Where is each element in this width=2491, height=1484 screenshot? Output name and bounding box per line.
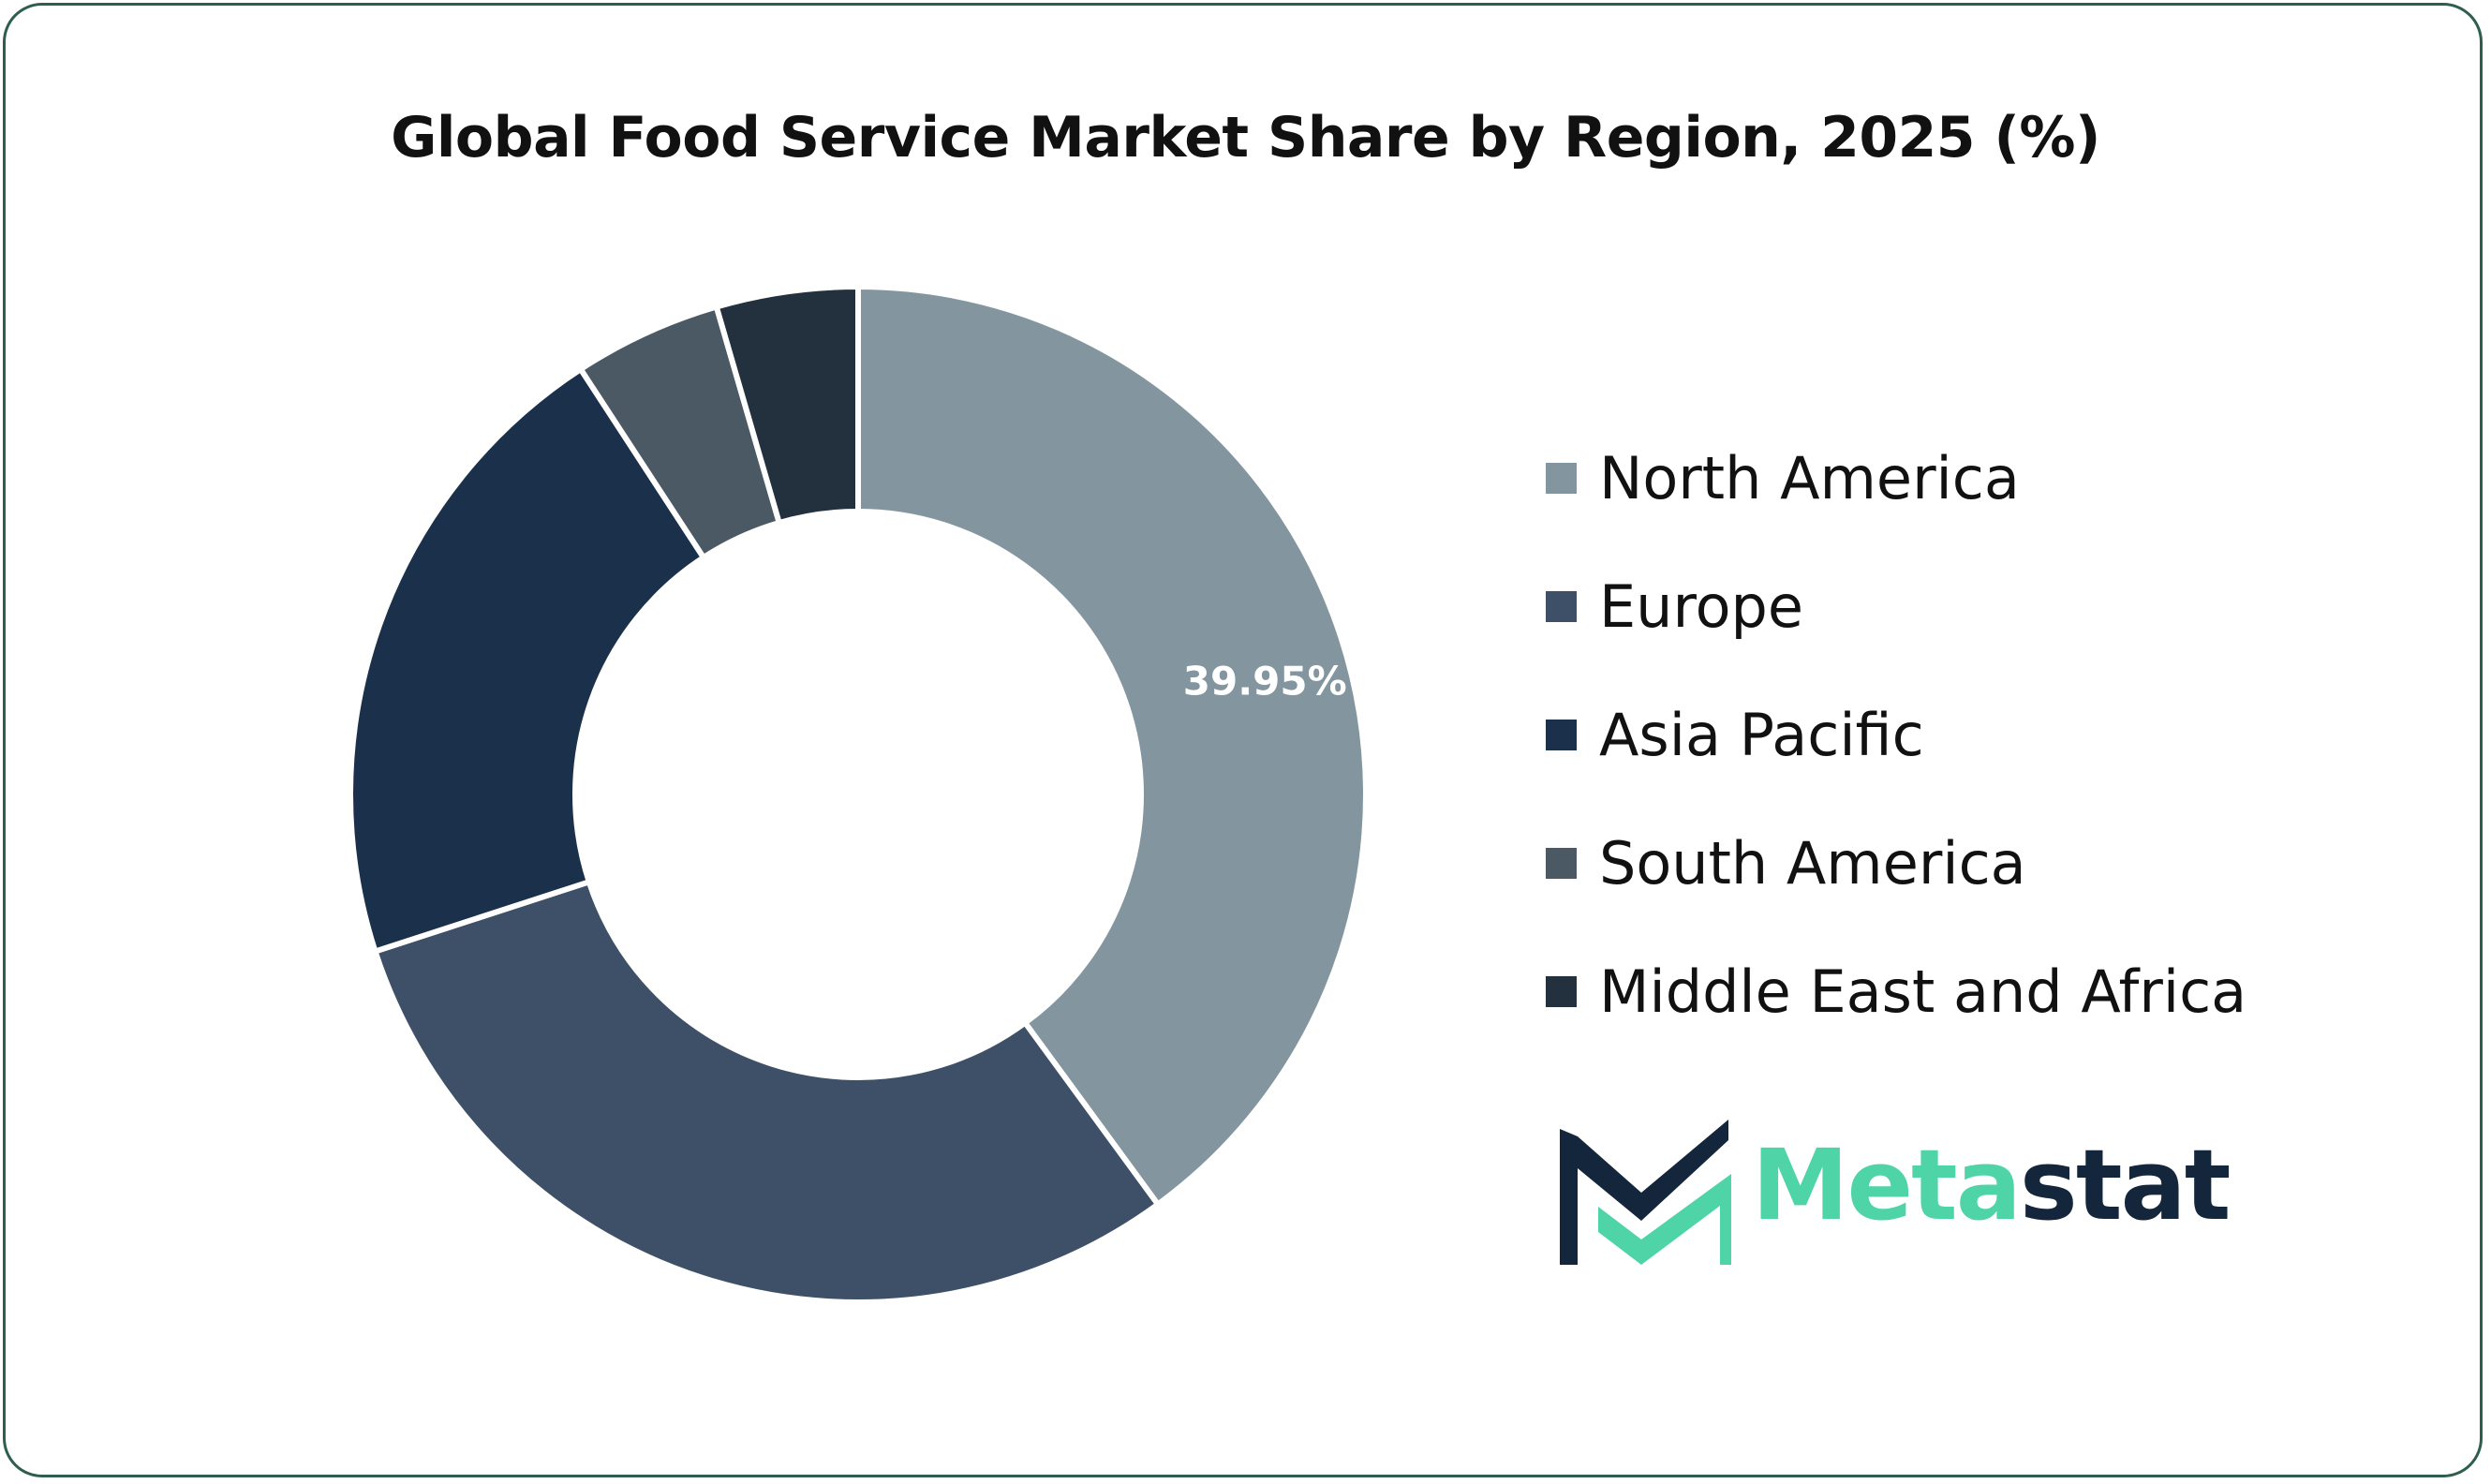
- logo-text-accent: Meta: [1752, 1128, 2022, 1242]
- donut-slice-europe: [371, 878, 1163, 1305]
- data-label-north-america: 39.95%: [1183, 658, 1347, 704]
- legend-item-south-america: South America: [1546, 825, 2026, 900]
- legend-swatch: [1546, 719, 1577, 750]
- legend-label: North America: [1599, 443, 2020, 512]
- legend-label: Europe: [1599, 571, 1804, 641]
- legend-label: Middle East and Africa: [1599, 957, 2247, 1026]
- legend-label: Asia Pacific: [1599, 700, 1924, 769]
- donut-chart: 39.95%: [348, 283, 1369, 1305]
- legend-item-europe: Europe: [1546, 569, 1803, 644]
- legend-item-north-america: North America: [1546, 440, 2020, 515]
- legend-swatch: [1546, 847, 1577, 879]
- metastat-m-logo-icon: [1560, 1120, 1731, 1265]
- metastat-logo: Metastat: [1555, 1120, 2231, 1269]
- donut-data-labels: 39.95%: [1183, 658, 1347, 704]
- legend-item-asia-pacific: Asia Pacific: [1546, 697, 1924, 772]
- metastat-logo-text: Metastat: [1752, 1136, 2231, 1234]
- chart-title: Global Food Service Market Share by Regi…: [391, 105, 2100, 171]
- legend-swatch: [1546, 975, 1577, 1007]
- legend-swatch: [1546, 462, 1577, 494]
- donut-slices: [348, 283, 1369, 1305]
- legend-label: South America: [1599, 828, 2026, 898]
- donut-slice-north-america: [855, 283, 1369, 1209]
- legend-swatch: [1546, 590, 1577, 622]
- donut-slice-asia-pacific: [348, 364, 708, 956]
- logo-text-dark: stat: [2019, 1128, 2232, 1242]
- legend-item-middle-east-and-africa: Middle East and Africa: [1546, 954, 2246, 1029]
- donut-slice-middle-east-and-africa: [713, 283, 861, 527]
